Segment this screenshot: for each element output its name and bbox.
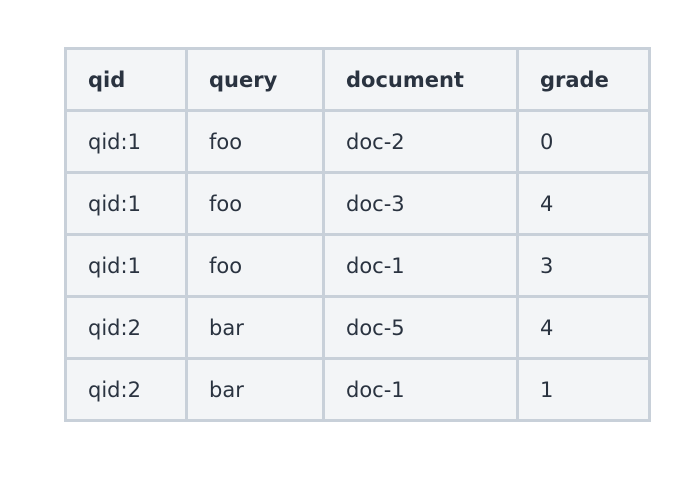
cell-document: doc-3 <box>322 171 519 236</box>
cell-document: doc-1 <box>322 357 519 422</box>
table-row: qid:1 foo doc-2 0 <box>64 109 651 174</box>
cell-document: doc-1 <box>322 233 519 298</box>
cell-document: doc-5 <box>322 295 519 360</box>
cell-qid: qid:1 <box>64 171 188 236</box>
cell-qid: qid:1 <box>64 233 188 298</box>
table-row: qid:1 foo doc-3 4 <box>64 171 651 236</box>
header-qid: qid <box>64 47 188 112</box>
table-row: qid:2 bar doc-5 4 <box>64 295 651 360</box>
cell-qid: qid:2 <box>64 357 188 422</box>
cell-query: foo <box>185 109 325 174</box>
table-row: qid:1 foo doc-1 3 <box>64 233 651 298</box>
header-document: document <box>322 47 519 112</box>
table-row: qid:2 bar doc-1 1 <box>64 357 651 422</box>
cell-grade: 4 <box>516 171 651 236</box>
header-row: qid query document grade <box>64 47 651 112</box>
header-query: query <box>185 47 325 112</box>
cell-query: bar <box>185 357 325 422</box>
header-grade: grade <box>516 47 651 112</box>
cell-grade: 4 <box>516 295 651 360</box>
cell-query: foo <box>185 171 325 236</box>
cell-grade: 1 <box>516 357 651 422</box>
cell-query: foo <box>185 233 325 298</box>
cell-document: doc-2 <box>322 109 519 174</box>
cell-grade: 0 <box>516 109 651 174</box>
cell-qid: qid:1 <box>64 109 188 174</box>
cell-grade: 3 <box>516 233 651 298</box>
data-table: qid query document grade qid:1 foo doc-2 0 q… <box>64 47 651 422</box>
cell-query: bar <box>185 295 325 360</box>
cell-qid: qid:2 <box>64 295 188 360</box>
